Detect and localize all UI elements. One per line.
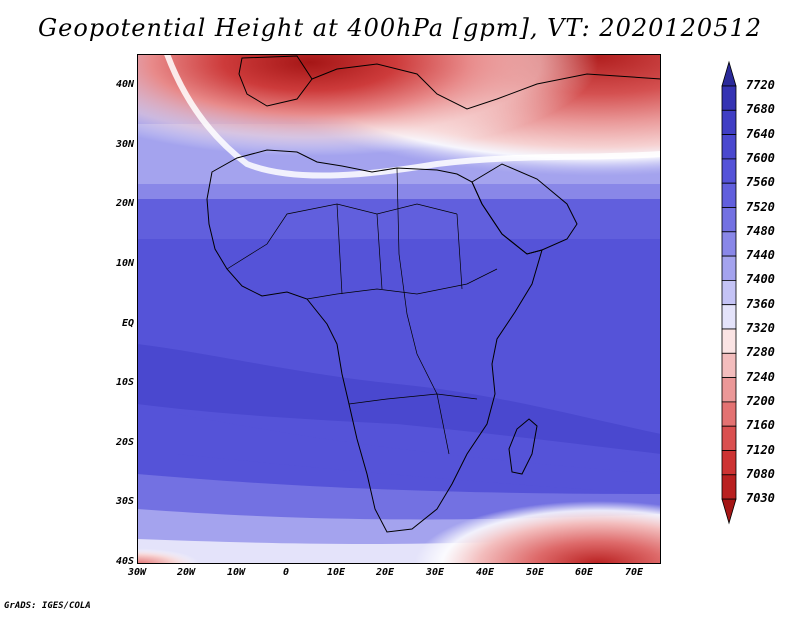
lon-label-40e: 40E [475,567,495,578]
lon-label-30w: 30W [127,567,147,578]
lon-label-20e: 20E [375,567,395,578]
geopotential-height-map [137,54,661,564]
lon-label-10e: 10E [326,567,346,578]
colorbar-label: 7680 [746,102,775,117]
colorbar-label: 7120 [746,442,775,457]
colorbar-segment [721,182,737,208]
colorbar-segment [721,207,737,233]
lon-label-70e: 70E [624,567,644,578]
colorbar-label: 7030 [746,491,775,506]
colorbar-segment [721,352,737,378]
colorbar-arrow-top [721,60,737,87]
colorbar-segment [721,328,737,354]
lat-label-20n: 20N [115,198,134,209]
colorbar-label: 7600 [746,150,775,165]
colorbar-label: 7280 [746,345,775,360]
colorbar-segment [721,279,737,306]
colorbar-segment [721,85,737,111]
colorbar-label: 7320 [746,321,775,335]
colorbar-segment [721,474,737,500]
colorbar-segment [721,304,737,330]
colorbar-segment [721,109,737,135]
lat-label-10n: 10N [115,258,134,269]
lon-label-50e: 50E [525,567,545,578]
lon-label-10w: 10W [226,567,246,578]
lon-label-20w: 20W [176,567,196,578]
lon-label-0: 0 [282,567,290,578]
lat-label-20s: 20S [115,437,134,448]
colorbar-label: 7200 [746,393,775,408]
colorbar-label: 7480 [746,223,775,238]
lat-label-30n: 30N [115,139,134,150]
colorbar-label: 7560 [746,175,775,190]
colorbar-label: 7160 [746,418,775,433]
colorbar-arrow-bottom [721,498,737,525]
colorbar-segment [721,450,737,476]
lat-label-10s: 10S [115,377,134,388]
colorbar-segment [721,255,737,281]
colorbar-label: 7080 [746,466,775,481]
colorbar [721,60,737,525]
footer-credit: GrADS: IGES/COLA [4,601,91,611]
lon-label-30e: 30E [425,567,445,578]
colorbar-label: 7720 [746,78,775,92]
colorbar-label: 7400 [746,272,775,287]
colorbar-label: 7640 [746,126,775,141]
colorbar-segment [721,425,737,451]
lon-label-60e: 60E [574,567,594,578]
map-frame [137,54,661,564]
colorbar-segment [721,231,737,257]
colorbar-label: 7240 [746,369,775,384]
lat-label-40s: 40S [115,556,134,567]
map-title: Geopotential Height at 400hPa [gpm], VT:… [38,14,762,42]
colorbar-segment [721,134,737,160]
lat-label-eq: EQ [121,318,134,329]
lat-label-30s: 30S [115,496,134,507]
colorbar-segment [721,377,737,403]
colorbar-segment [721,401,737,427]
colorbar-label: 7520 [746,199,775,214]
colorbar-label: 7440 [746,248,775,263]
colorbar-segment [721,158,737,184]
colorbar-label: 7360 [746,296,775,311]
lat-label-40n: 40N [115,79,134,90]
